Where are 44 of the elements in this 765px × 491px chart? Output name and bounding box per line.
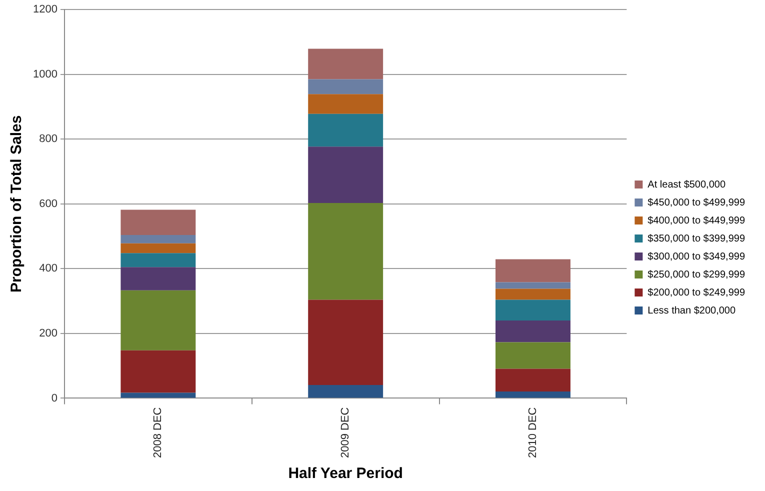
- y-tick-label: 400: [39, 262, 58, 275]
- x-tick-label: 2008 DEC: [152, 407, 164, 458]
- bar: [120, 210, 196, 236]
- bar: [308, 79, 384, 94]
- legend-label: $250,000 to $299,999: [648, 269, 746, 280]
- legend-label: $200,000 to $249,999: [648, 287, 746, 298]
- x-tick-label: 2010 DEC: [527, 407, 540, 458]
- bar: [308, 384, 384, 398]
- y-tick-label: 1200: [32, 4, 58, 16]
- bar: [120, 235, 196, 244]
- x-tick-label: 2009 DEC: [340, 407, 352, 458]
- bar: [308, 114, 384, 147]
- bar: [496, 320, 570, 342]
- bar: [308, 300, 384, 385]
- legend-label: $400,000 to $449,999: [648, 215, 746, 226]
- y-tick-label: 0: [51, 392, 58, 404]
- y-axis-title: Proportion of Total Sales: [8, 115, 26, 293]
- y-tick-label: 600: [39, 198, 58, 210]
- bar: [496, 368, 570, 392]
- bar: [120, 243, 196, 254]
- bar: [120, 350, 196, 393]
- legend-label: $350,000 to $399,999: [648, 233, 746, 244]
- bar: [120, 253, 196, 268]
- legend-label: At least $500,000: [648, 179, 726, 190]
- bar: [308, 146, 384, 203]
- bar: [308, 48, 384, 80]
- x-axis-title: Half Year Period: [288, 465, 403, 482]
- bar: [308, 94, 384, 114]
- bar: [308, 202, 384, 300]
- bar: [496, 391, 570, 398]
- bar: [496, 342, 570, 369]
- y-tick-label: 200: [39, 328, 58, 340]
- legend-label: Less than $200,000: [648, 305, 736, 316]
- bar: [120, 392, 196, 398]
- bar: [496, 288, 570, 300]
- bar: [120, 267, 196, 290]
- bar: [120, 290, 196, 350]
- legend-label: $300,000 to $349,999: [648, 251, 746, 262]
- bar: [496, 300, 570, 321]
- bar: [496, 259, 570, 282]
- bar: [496, 282, 570, 289]
- y-tick-label: 800: [39, 133, 58, 146]
- y-tick-label: 1000: [32, 68, 58, 80]
- legend-label: $450,000 to $499,999: [648, 197, 746, 208]
